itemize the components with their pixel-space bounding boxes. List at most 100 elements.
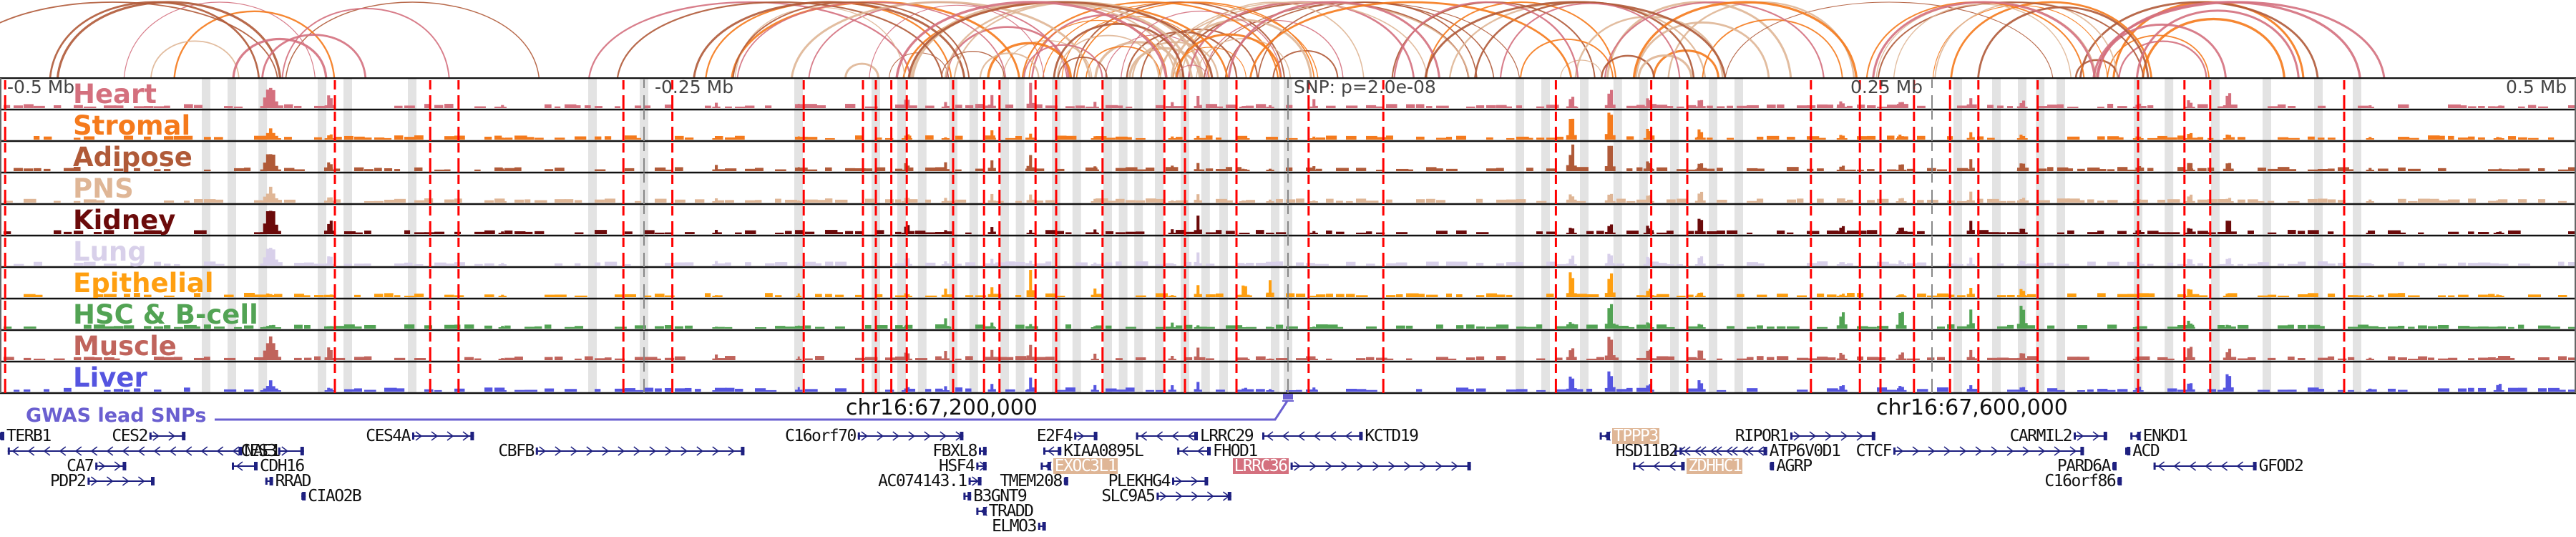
signal-bar [805, 261, 816, 266]
strand-chevron [1181, 446, 1189, 456]
signal-bar [1326, 358, 1332, 360]
signal-bar [1807, 263, 1820, 266]
signal-peak [2501, 233, 2504, 234]
signal-bar [1206, 232, 1216, 234]
signal-bar [424, 389, 434, 392]
signal-bar [2418, 232, 2424, 234]
signal-peak [796, 107, 799, 108]
signal-bar [2177, 135, 2185, 140]
signal-bar [1075, 105, 1085, 108]
gene-label-hsd11b2: HSD11B2 [1615, 442, 1679, 460]
signal-bar [1176, 137, 1183, 140]
signal-bar [1847, 231, 1859, 234]
signal-bar [14, 263, 24, 266]
signal-peak [1896, 106, 1899, 108]
signal-bar [314, 295, 324, 297]
signal-bar [735, 135, 745, 140]
signal-bar [1657, 232, 1669, 234]
signal-peak [2022, 291, 2026, 297]
signal-peak [1836, 138, 1840, 140]
signal-peak [263, 135, 267, 140]
signal-peak [2187, 134, 2190, 140]
signal-bar [1436, 168, 1443, 171]
signal-bar [1667, 106, 1674, 108]
signal-peak [1903, 106, 1907, 108]
signal-bar [1286, 326, 1298, 329]
signal-bar [1266, 261, 1278, 266]
signal-peak [904, 388, 907, 392]
signal-bar [925, 105, 935, 108]
signal-peak [2501, 296, 2504, 297]
signal-peak [1966, 137, 1970, 140]
signal-peak [501, 388, 504, 392]
signal-bar [1466, 324, 1475, 329]
signal-peak [327, 223, 331, 234]
signal-bar [645, 105, 651, 108]
signal-bar [14, 105, 24, 108]
signal-bar [2197, 231, 2208, 234]
signal-bar [74, 137, 81, 140]
signal-peak [1093, 136, 1097, 140]
signal-bar [2558, 261, 2565, 266]
signal-bar [905, 388, 916, 392]
signal-bar [404, 105, 415, 108]
signal-peak [1649, 100, 1652, 108]
signal-bar [975, 104, 985, 108]
signal-bar [1747, 388, 1758, 392]
signal-bar [1867, 135, 1876, 140]
signal-bar [875, 325, 888, 329]
signal-bar [1456, 135, 1466, 140]
signal-bar [1777, 230, 1785, 234]
signal-bar [1586, 231, 1594, 234]
signal-peak [1844, 264, 1848, 266]
strand-chevron [1637, 461, 1644, 471]
signal-bar [545, 324, 552, 329]
signal-bar [414, 294, 424, 297]
signal-peak [2024, 232, 2028, 234]
signal-bar [1506, 262, 1517, 266]
signal-bar [2067, 136, 2080, 140]
signal-peak [1971, 200, 1975, 203]
signal-bar [2328, 263, 2336, 266]
signal-bar [1767, 135, 1780, 140]
signal-bar [2488, 106, 2496, 108]
signal-bar [2538, 106, 2549, 108]
signal-bar [404, 230, 411, 234]
signal-peak [327, 387, 331, 392]
signal-bar [154, 261, 162, 266]
signal-bar [1987, 105, 1994, 108]
signal-peak [2135, 357, 2139, 360]
signal-bar [775, 295, 782, 297]
signal-bar [404, 295, 414, 297]
signal-peak [1171, 322, 1174, 329]
exon [265, 478, 268, 485]
signal-bar [514, 390, 527, 392]
signal-peak [498, 390, 502, 392]
chromatin-loop-arcs [0, 1, 2386, 78]
signal-bar [2378, 294, 2384, 297]
signal-bar [1626, 387, 1633, 392]
signal-bar [444, 324, 455, 329]
signal-peak [2496, 200, 2499, 203]
signal-peak [1839, 294, 1843, 297]
signal-peak [2371, 107, 2374, 108]
signal-bar [1556, 136, 1564, 140]
signal-bar [1857, 231, 1867, 234]
signal-peak [1844, 358, 1848, 360]
signal-peak [1096, 390, 1099, 392]
signal-bar [715, 387, 727, 392]
signal-bar [444, 263, 456, 266]
signal-peak [2135, 199, 2139, 203]
signal-bar [865, 168, 873, 171]
signal-bar [1156, 105, 1163, 108]
signal-bar [1827, 388, 1838, 392]
signal-peak [1612, 105, 1616, 108]
signal-peak [2223, 387, 2226, 392]
signal-peak [1574, 357, 1577, 360]
signal-peak [2368, 295, 2372, 297]
signal-bar [2408, 200, 2418, 203]
signal-bar [1476, 356, 1485, 360]
signal-bar [2107, 104, 2114, 108]
loop-arc [49, 1, 260, 78]
